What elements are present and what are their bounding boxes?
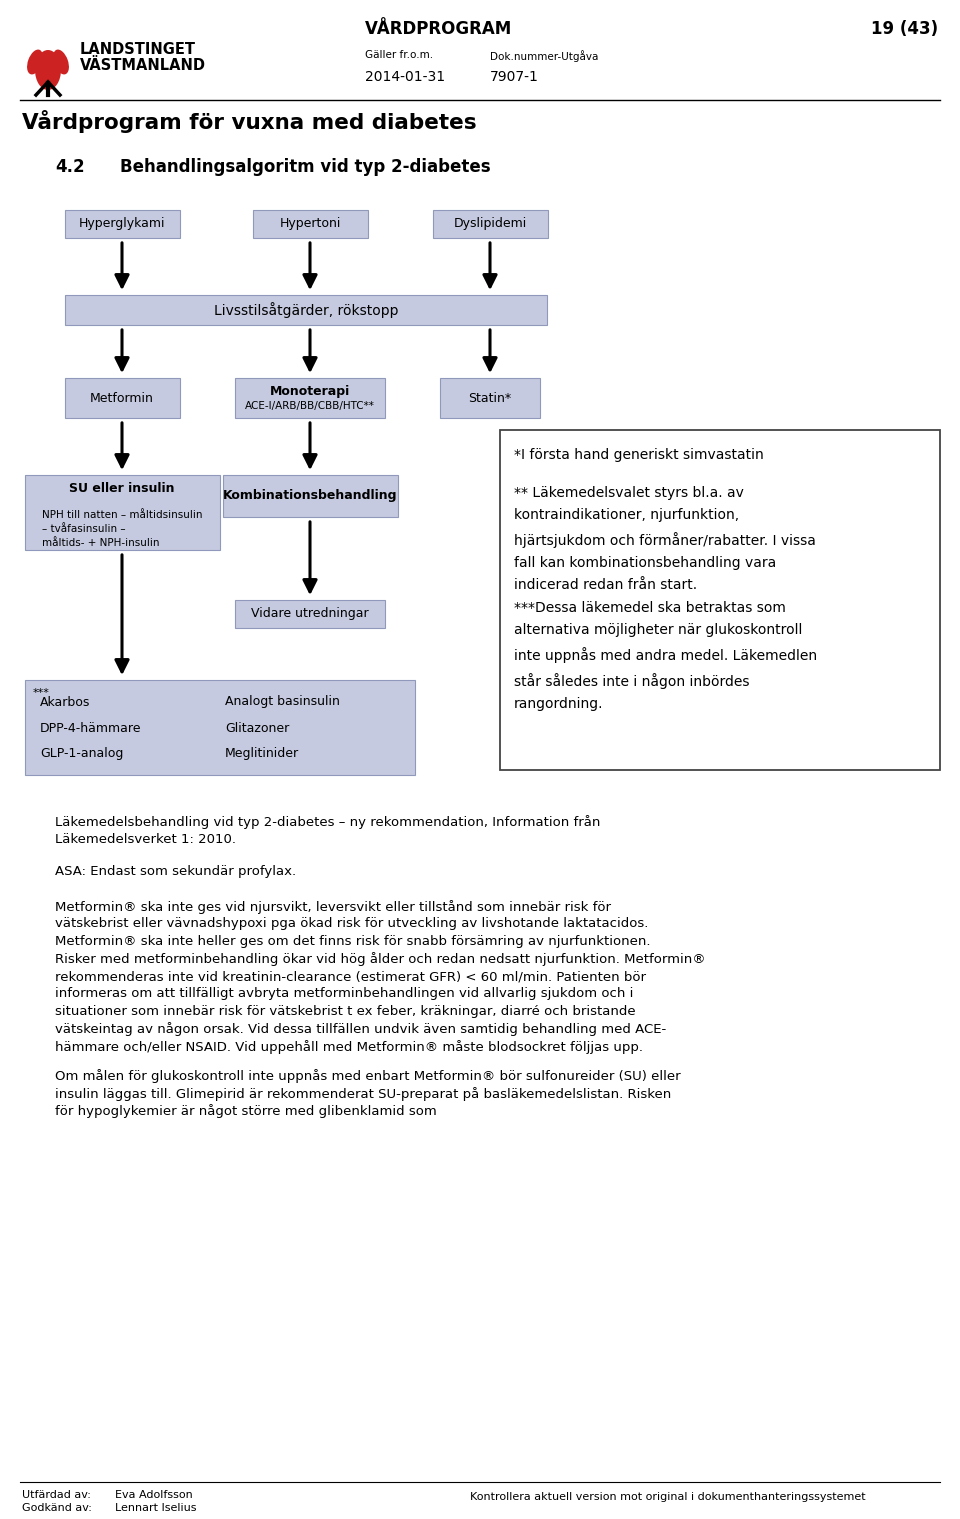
- Text: GLP-1-analog: GLP-1-analog: [40, 747, 124, 761]
- Text: ***Dessa läkemedel ska betraktas som
alternativa möjligheter när glukoskontroll
: ***Dessa läkemedel ska betraktas som alt…: [514, 602, 817, 711]
- Text: Dok.nummer-Utgåva: Dok.nummer-Utgåva: [490, 50, 598, 62]
- Text: 2014-01-31: 2014-01-31: [365, 70, 445, 84]
- Text: 19 (43): 19 (43): [871, 20, 938, 38]
- Text: Metformin® ska inte ges vid njursvikt, leversvikt eller tillstånd som innebär ri: Metformin® ska inte ges vid njursvikt, l…: [55, 899, 611, 914]
- Text: Statin*: Statin*: [468, 392, 512, 404]
- Text: Glitazoner: Glitazoner: [225, 722, 289, 735]
- Text: NPH till natten – måltidsinsulin
– tvåfasinsulin –
måltids- + NPH-insulin: NPH till natten – måltidsinsulin – tvåfa…: [41, 510, 203, 548]
- Text: Eva Adolfsson: Eva Adolfsson: [115, 1490, 193, 1499]
- Bar: [500, 430, 940, 770]
- Text: VÄSTMANLAND: VÄSTMANLAND: [80, 58, 206, 73]
- Text: *I första hand generiskt simvastatin: *I första hand generiskt simvastatin: [514, 448, 764, 462]
- Text: Gäller fr.o.m.: Gäller fr.o.m.: [365, 50, 433, 59]
- Text: Utfärdad av:: Utfärdad av:: [22, 1490, 91, 1499]
- Text: ACE-I/ARB/BB/CBB/HTC**: ACE-I/ARB/BB/CBB/HTC**: [245, 401, 375, 412]
- Bar: [25, 681, 415, 775]
- Text: Vidare utredningar: Vidare utredningar: [252, 608, 369, 620]
- Text: informeras om att tillfälligt avbryta metforminbehandlingen vid allvarlig sjukdo: informeras om att tillfälligt avbryta me…: [55, 987, 634, 1001]
- Text: 4.2: 4.2: [55, 158, 84, 176]
- Text: SU eller insulin: SU eller insulin: [69, 483, 175, 495]
- Bar: [65, 378, 180, 418]
- Bar: [65, 210, 180, 238]
- Text: ***: ***: [33, 688, 50, 699]
- Text: ASA: Endast som sekundär profylax.: ASA: Endast som sekundär profylax.: [55, 864, 296, 878]
- Text: LANDSTINGET: LANDSTINGET: [80, 43, 196, 58]
- Text: hämmare och/eller NSAID. Vid uppehåll med Metformin® måste blodsockret följjas u: hämmare och/eller NSAID. Vid uppehåll me…: [55, 1041, 643, 1054]
- Text: Akarbos: Akarbos: [40, 696, 90, 708]
- Ellipse shape: [35, 50, 61, 90]
- Text: Livsstilsåtgärder, rökstopp: Livsstilsåtgärder, rökstopp: [214, 302, 398, 317]
- Text: VÅRDPROGRAM: VÅRDPROGRAM: [365, 20, 513, 38]
- Bar: [433, 210, 548, 238]
- Bar: [253, 210, 368, 238]
- Text: Risker med metforminbehandling ökar vid hög ålder och redan nedsatt njurfunktion: Risker med metforminbehandling ökar vid …: [55, 952, 706, 966]
- Text: Kombinationsbehandling: Kombinationsbehandling: [223, 489, 397, 503]
- Ellipse shape: [27, 50, 43, 74]
- Text: Monoterapi: Monoterapi: [270, 384, 350, 398]
- Text: Analogt basinsulin: Analogt basinsulin: [225, 696, 340, 708]
- Text: situationer som innebär risk för vätskebrist t ex feber, kräkningar, diarré och : situationer som innebär risk för vätskeb…: [55, 1006, 636, 1018]
- Text: Dyslipidemi: Dyslipidemi: [453, 217, 527, 231]
- Text: rekommenderas inte vid kreatinin-clearance (estimerat GFR) < 60 ml/min. Patiente: rekommenderas inte vid kreatinin-clearan…: [55, 971, 646, 983]
- Text: vätskeintag av någon orsak. Vid dessa tillfällen undvik även samtidig behandling: vätskeintag av någon orsak. Vid dessa ti…: [55, 1022, 666, 1036]
- Bar: [65, 295, 547, 325]
- Bar: [25, 475, 220, 550]
- Text: Vårdprogram för vuxna med diabetes: Vårdprogram för vuxna med diabetes: [22, 109, 476, 134]
- Text: vätskebrist eller vävnadshypoxi pga ökad risk för utveckling av livshotande lakt: vätskebrist eller vävnadshypoxi pga ökad…: [55, 917, 648, 931]
- Bar: [235, 600, 385, 627]
- Text: ** Läkemedelsvalet styrs bl.a. av
kontraindikationer, njurfunktion,
hjärtsjukdom: ** Läkemedelsvalet styrs bl.a. av kontra…: [514, 486, 816, 592]
- Text: Meglitinider: Meglitinider: [225, 747, 300, 761]
- Text: för hypoglykemier är något större med glibenklamid som: för hypoglykemier är något större med gl…: [55, 1104, 437, 1118]
- Text: Om målen för glukoskontroll inte uppnås med enbart Metformin® bör sulfonureider : Om målen för glukoskontroll inte uppnås …: [55, 1069, 681, 1083]
- Text: Läkemedelsbehandling vid typ 2-diabetes – ny rekommendation, Information från: Läkemedelsbehandling vid typ 2-diabetes …: [55, 816, 600, 829]
- Text: Behandlingsalgoritm vid typ 2-diabetes: Behandlingsalgoritm vid typ 2-diabetes: [120, 158, 491, 176]
- Bar: [235, 378, 385, 418]
- Text: Metformin: Metformin: [90, 392, 154, 404]
- Text: Läkemedelsverket 1: 2010.: Läkemedelsverket 1: 2010.: [55, 832, 236, 846]
- Text: Hypertoni: Hypertoni: [279, 217, 341, 231]
- Text: DPP-4-hämmare: DPP-4-hämmare: [40, 722, 141, 735]
- Text: insulin läggas till. Glimepirid är rekommenderat SU-preparat på basläkemedelslis: insulin läggas till. Glimepirid är rekom…: [55, 1088, 671, 1101]
- Text: Metformin® ska inte heller ges om det finns risk för snabb försämring av njurfun: Metformin® ska inte heller ges om det fi…: [55, 936, 651, 948]
- Ellipse shape: [53, 50, 69, 74]
- Text: Kontrollera aktuell version mot original i dokumenthanteringssystemet: Kontrollera aktuell version mot original…: [470, 1492, 866, 1502]
- Text: Godkänd av:: Godkänd av:: [22, 1502, 92, 1513]
- Bar: [440, 378, 540, 418]
- Text: 7907-1: 7907-1: [490, 70, 539, 84]
- Bar: [223, 475, 398, 516]
- Text: Lennart Iselius: Lennart Iselius: [115, 1502, 197, 1513]
- Text: Hyperglykami: Hyperglykami: [79, 217, 165, 231]
